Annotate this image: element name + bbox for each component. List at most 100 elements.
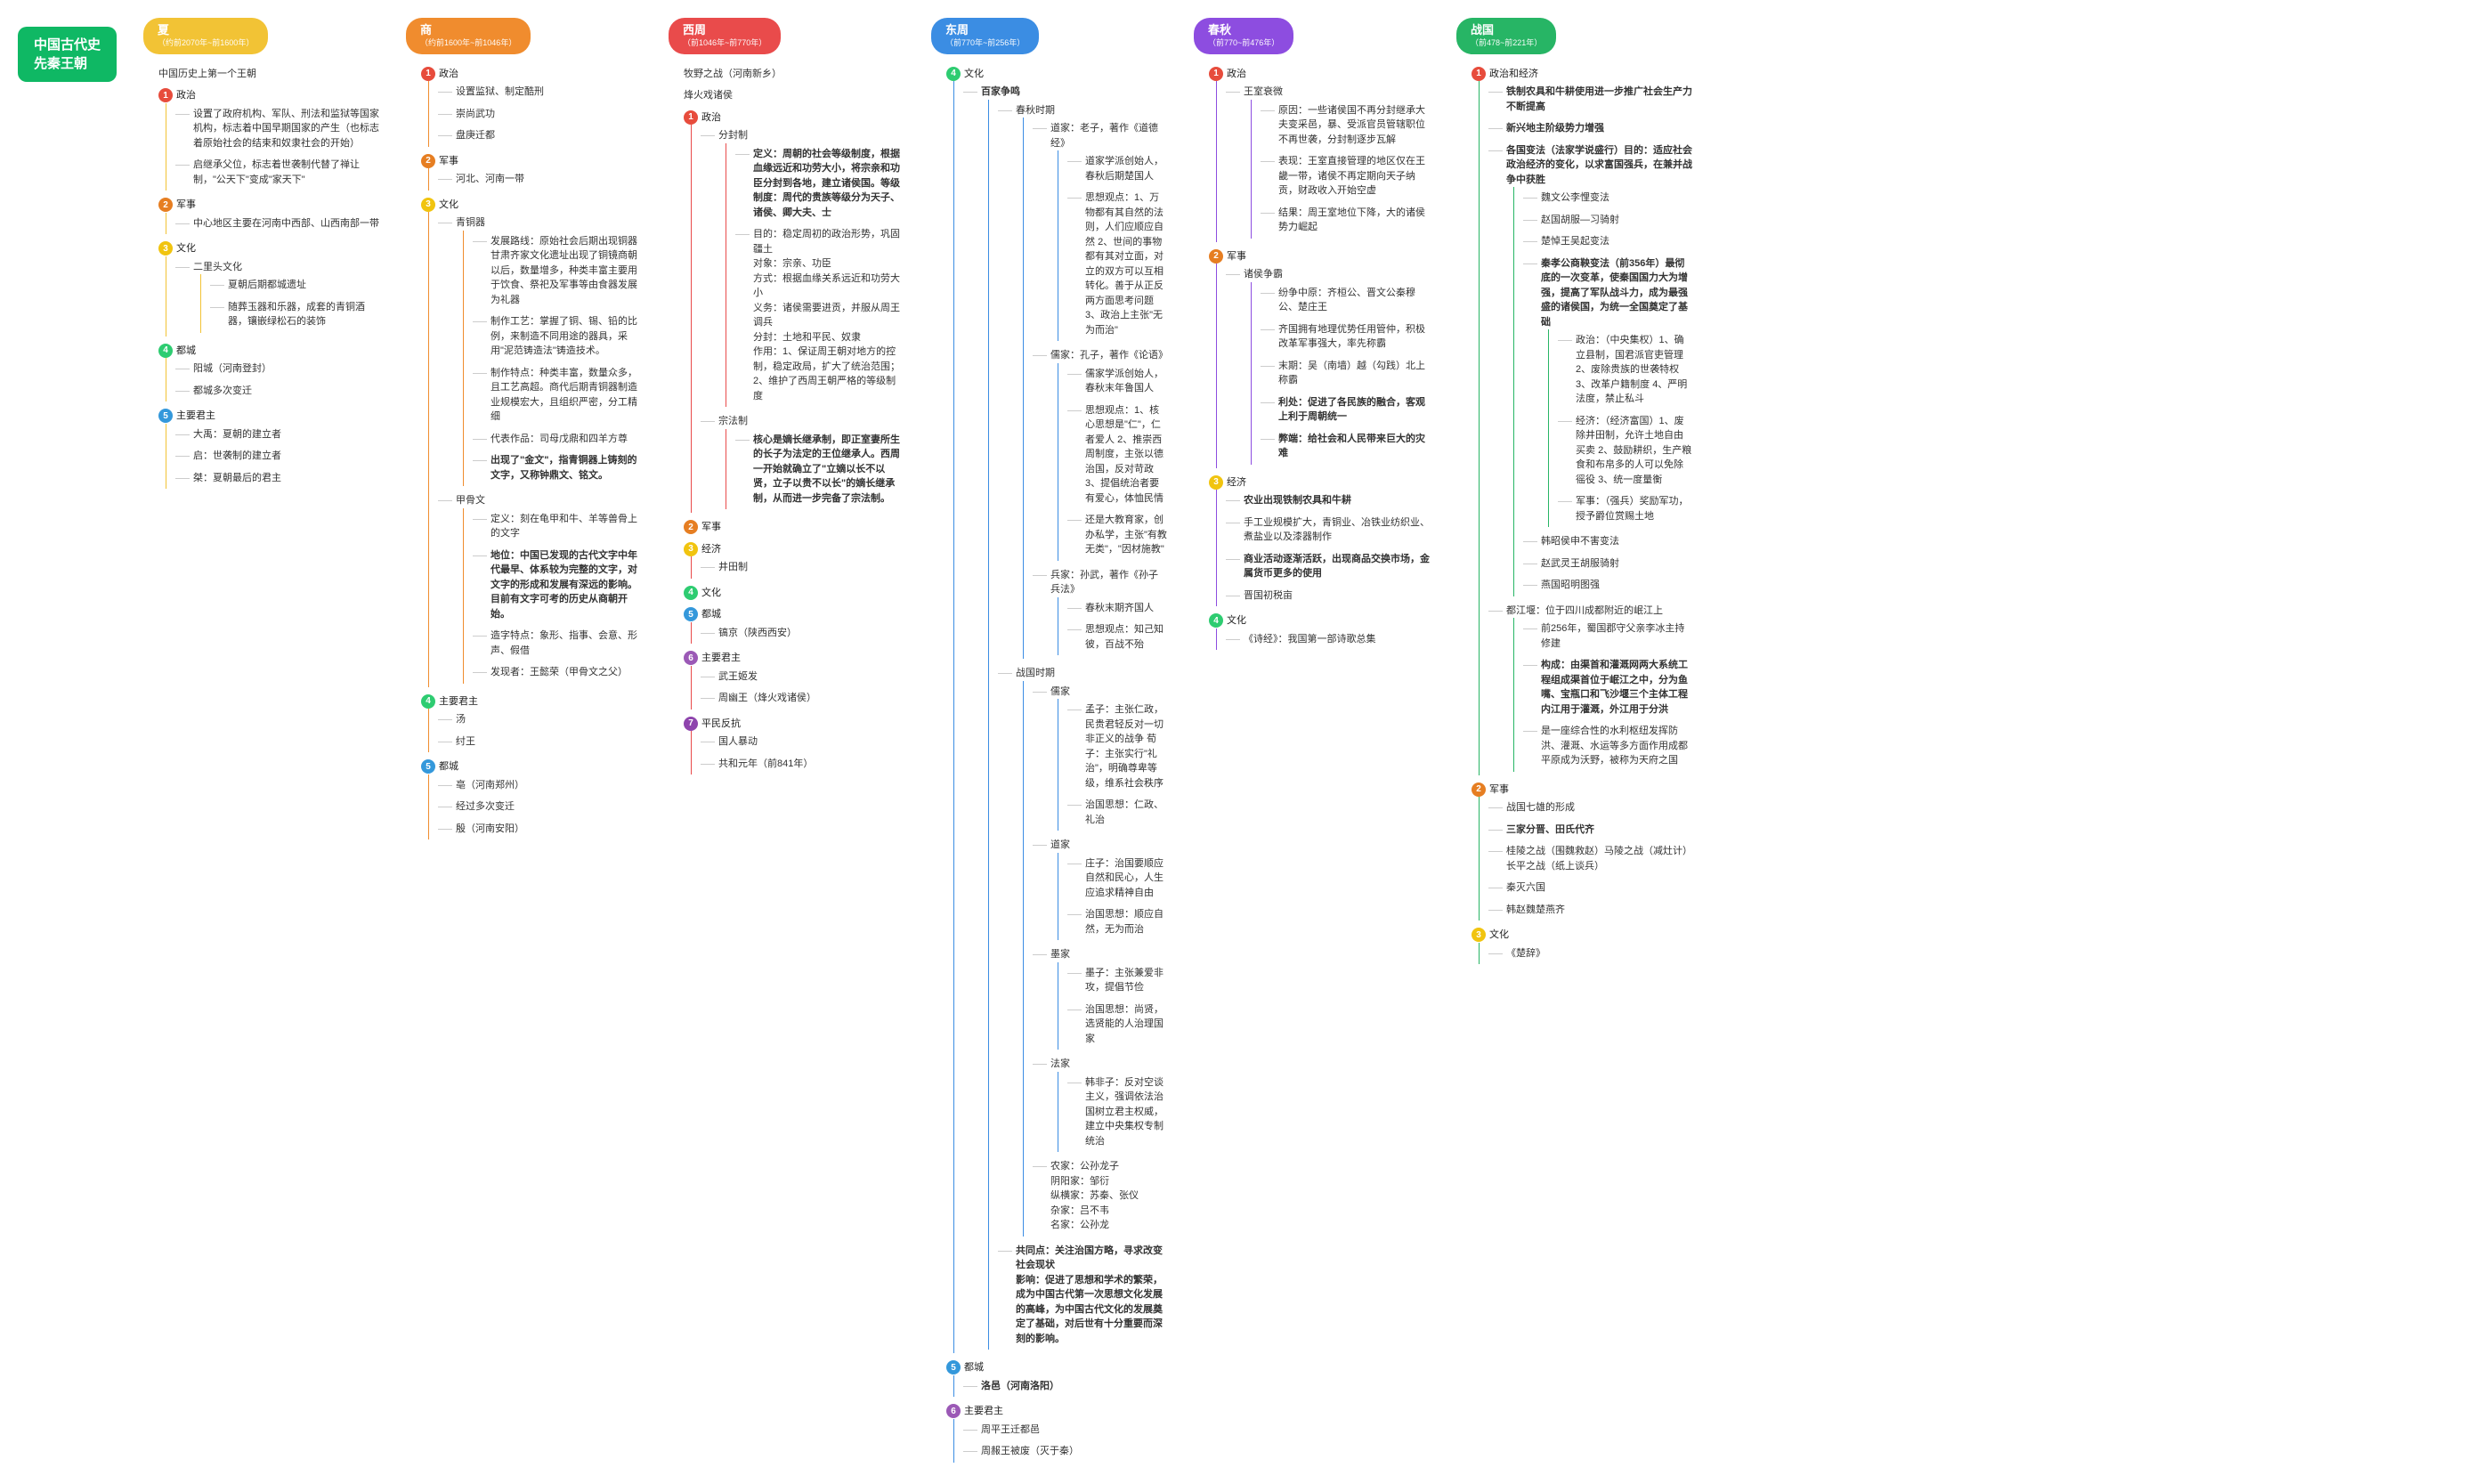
tree-node: 大禹：夏朝的建立者: [182, 424, 379, 446]
section-title: 都城: [439, 761, 458, 772]
section-badge: 4: [421, 694, 435, 709]
dynasty-header: 商 （约前1600年~前1046年）: [406, 18, 531, 54]
section-badge: 2: [158, 198, 173, 212]
dynasty-tree: 1政治和经济铁制农具和牛耕使用进一步推广社会生产力不断提高新兴地主阶级势力增强各…: [1456, 63, 1692, 969]
section-title: 文化: [1227, 615, 1246, 626]
section-badge: 5: [946, 1360, 961, 1375]
node-text: 墨家: [1050, 949, 1070, 960]
dynasty-tree: 4文化百家争鸣春秋时期道家：老子，著作《道德经》道家学派创始人，春秋后期楚国人思…: [931, 63, 1167, 1466]
tree-node: 赵武灵王胡服骑射: [1530, 553, 1692, 575]
section-badge: 2: [1472, 783, 1486, 797]
section-title: 平民反抗: [701, 718, 741, 729]
section-title: 文化: [964, 69, 984, 79]
tree-node: 新兴地主阶级势力增强: [1496, 118, 1692, 140]
node-text: 设置了政府机构、军队、刑法和监狱等国家机构，标志着中国早期国家的产生（也标志着原…: [193, 109, 379, 149]
node-text: 制作特点：种类丰富，数量众多，且工艺高超。商代后期青铜器制造业规模宏大，且组织严…: [491, 368, 637, 423]
dynasty-header: 夏 （约前2070年~前1600年）: [143, 18, 268, 54]
node-text: 周平王迁都邑: [981, 1424, 1040, 1435]
section-badge: 1: [1472, 67, 1486, 81]
node-text: 是一座综合性的水利枢纽发挥防洪、灌溉、水运等多方面作用成都平原成为沃野，被称为天…: [1541, 726, 1688, 766]
node-text: 道家：老子，著作《道德经》: [1050, 123, 1158, 149]
dynasty-column: 东周 （前770年~前256年） 4文化百家争鸣春秋时期道家：老子，著作《道德经…: [931, 18, 1167, 1466]
tree-node: 都江堰：位于四川成都附近的岷江上前256年，蜀国郡守父亲李冰主持修建构成：由渠首…: [1496, 600, 1692, 775]
mindmap-root: 中国古代史先秦王朝 夏 （约前2070年~前1600年） 中国历史上第一个王朝1…: [18, 18, 2463, 1466]
section-badge: 4: [158, 344, 173, 358]
dynasty-tree: 1政治王室衰微原因：一些诸侯国不再分封继承大夫变采邑，暴、受派官员管辖职位不再世…: [1194, 63, 1430, 654]
node-text: 都城多次变迁: [193, 385, 252, 396]
tree-node: 都城多次变迁: [182, 380, 379, 402]
node-text: 核心是嫡长继承制，即正室妻所生的长子为法定的王位继承人。西周一开始就确立了"立嫡…: [753, 434, 900, 504]
node-text: 二里头文化: [193, 262, 242, 272]
tree-node: 表现：王室直接管理的地区仅在王畿一带，诸侯不再定期向天子纳贡，财政收入开始空虚: [1268, 150, 1430, 202]
section-node: 1政治设置了政府机构、军队、刑法和监狱等国家机构，标志着中国早期国家的产生（也标…: [148, 85, 379, 194]
tree-node: 洛邑（河南洛阳）: [970, 1375, 1167, 1398]
node-text: 周赧王被废（灭于秦）: [981, 1446, 1079, 1456]
tree-node: 汤: [445, 709, 642, 731]
dynasty-name: 春秋: [1208, 23, 1279, 38]
node-text: 定义：周朝的社会等级制度，根据血缘远近和功劳大小，将宗亲和功臣分封到各地，建立诸…: [753, 149, 900, 218]
section-badge: 5: [684, 607, 698, 621]
node-text: 河北、河南一带: [456, 174, 524, 184]
tree-node: 启继承父位，标志着世袭制代替了禅让制，"公天下"变成"家天下": [182, 154, 379, 191]
node-text: 儒家：孔子，著作《论语》: [1050, 350, 1168, 361]
tree-node: 兵家：孙武，著作《孙子兵法》春秋末期齐国人思想观点：知己知彼，百战不殆: [1040, 564, 1167, 660]
node-text: 庄子：治国要顺应自然和民心，人生应追求精神自由: [1085, 858, 1163, 898]
node-text: 农业出现铁制农具和牛耕: [1244, 495, 1351, 506]
node-text: 利处：促进了各民族的融合，客观上利于周朝统一: [1278, 397, 1425, 423]
section-badge: 6: [946, 1404, 961, 1418]
tree-node: 庄子：治国要顺应自然和民心，人生应追求精神自由: [1074, 853, 1167, 904]
section-node: 3文化青铜器发展路线：原始社会后期出现铜器甘肃齐家文化遗址出现了铜镜商朝以后，数…: [410, 194, 642, 691]
node-text: 秦孝公商鞅变法（前356年）最彻底的一次变革，使秦国国力大为增强，提高了军队战斗…: [1541, 258, 1688, 328]
section-title: 文化: [1489, 929, 1509, 940]
tree-node: 还是大教育家，创办私学，主张"有教无类"，"因材施教": [1074, 509, 1167, 561]
node-text: 赵国胡服—习骑射: [1541, 215, 1619, 225]
dynasty-header: 战国 （前478~前221年）: [1456, 18, 1556, 54]
dynasty-period: （前770年~前256年）: [945, 38, 1025, 49]
node-text: 魏文公李悝变法: [1541, 192, 1609, 203]
section-badge: 5: [421, 759, 435, 774]
node-text: 造字特点：象形、指事、会意、形声、假借: [491, 630, 637, 656]
section-title: 文化: [701, 588, 721, 598]
tree-node: 诸侯争霸纷争中原：齐桓公、晋文公秦穆公、楚庄王齐国拥有地理优势任用管仲，积极改革…: [1233, 264, 1430, 468]
node-text: 齐国拥有地理优势任用管仲，积极改革军事强大，率先称霸: [1278, 324, 1425, 350]
section-badge: 4: [1209, 613, 1223, 628]
section-title: 军事: [1227, 251, 1246, 262]
section-title: 政治: [701, 112, 721, 123]
node-text: 甲骨文: [456, 495, 485, 506]
node-text: 楚悼王吴起变法: [1541, 236, 1609, 247]
dynasty-period: （约前1600年~前1046年）: [420, 38, 516, 49]
node-text: 各国变法（法家学说盛行）目的：适应社会政治经济的变化，以求富国强兵，在兼并战争中…: [1506, 145, 1692, 185]
node-text: 儒家: [1050, 686, 1070, 697]
tree-node: 法家韩非子：反对空谈主义，强调依法治国树立君主权威，建立中央集权专制统治: [1040, 1053, 1167, 1156]
tree-node: 王室衰微原因：一些诸侯国不再分封继承大夫变采邑，暴、受派官员管辖职位不再世袭，分…: [1233, 81, 1430, 242]
tree-node: 儒家孟子：主张仁政，民贵君轻反对一切非正义的战争 荀子：主张实行"礼治"，明确尊…: [1040, 681, 1167, 835]
section-title: 主要君主: [176, 410, 215, 421]
section-node: 3文化《楚辞》: [1461, 924, 1692, 968]
tree-node: 制作特点：种类丰富，数量众多，且工艺高超。商代后期青铜器制造业规模宏大，且组织严…: [480, 362, 642, 428]
dynasty-period: （前478~前221年）: [1471, 38, 1542, 49]
node-text: 青铜器: [456, 217, 485, 228]
tree-node: 中心地区主要在河南中西部、山西南部一带: [182, 213, 379, 235]
dynasty-period: （约前2070年~前1600年）: [158, 38, 254, 49]
node-text: 汤: [456, 714, 466, 725]
node-text: 纣王: [456, 736, 475, 747]
tree-node: 农业出现铁制农具和牛耕: [1233, 490, 1430, 512]
node-text: 殷（河南安阳）: [456, 823, 524, 834]
section-title: 军事: [176, 199, 196, 210]
tree-node: 井田制: [708, 556, 904, 579]
section-title: 都城: [176, 345, 196, 356]
node-text: 发展路线：原始社会后期出现铜器甘肃齐家文化遗址出现了铜镜商朝以后，数量增多，种类…: [491, 236, 637, 305]
node-text: 战国七雄的形成: [1506, 802, 1575, 813]
tree-node: 夏朝后期都城遗址: [217, 274, 379, 296]
section-title: 文化: [176, 243, 196, 254]
tree-node: 孟子：主张仁政，民贵君轻反对一切非正义的战争 荀子：主张实行"礼治"，明确尊卑等…: [1074, 699, 1167, 794]
tree-node: 纷争中原：齐桓公、晋文公秦穆公、楚庄王: [1268, 282, 1430, 319]
section-node: 3经济农业出现铁制农具和牛耕手工业规模扩大，青铜业、冶铁业纺织业、煮盐业以及漆器…: [1198, 472, 1430, 611]
section-title: 军事: [439, 156, 458, 166]
section-node: 2军事河北、河南一带: [410, 150, 642, 194]
tree-node: 前256年，蜀国郡守父亲李冰主持修建: [1530, 618, 1692, 654]
dynasty-name: 夏: [158, 23, 254, 38]
tree-node: 甲骨文定义：刻在龟甲和牛、羊等兽骨上的文字地位：中国已发现的古代文字中年代最早、…: [445, 490, 642, 687]
node-text: 桂陵之战（围魏救赵）马陵之战（减灶计）长平之战（纸上谈兵）: [1506, 846, 1692, 872]
section-node: 4主要君主汤纣王: [410, 691, 642, 757]
